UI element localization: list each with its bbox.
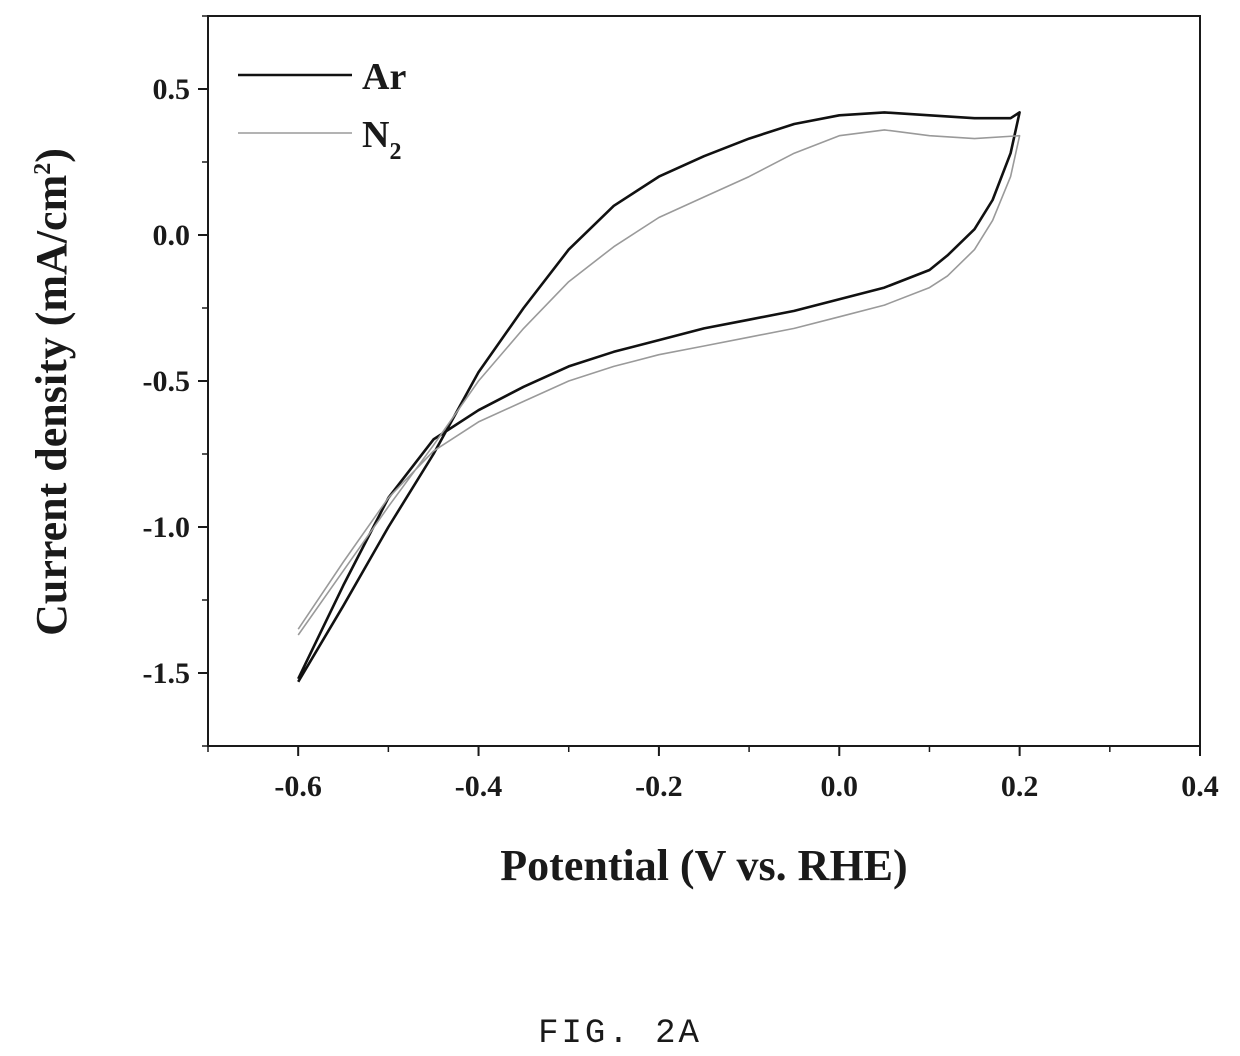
series-layer — [298, 112, 1019, 681]
x-tick-label: -0.4 — [455, 770, 503, 803]
y-axis-title-superscript: 2 — [30, 163, 56, 175]
figure-caption: FIG. 2A — [538, 1015, 702, 1053]
y-tick-label: -0.5 — [143, 365, 191, 398]
x-axis-ticks: -0.6 -0.4 -0.2 0.0 0.2 0.4 — [208, 746, 1219, 803]
y-axis-title-main: Current density (mA/cm — [27, 175, 76, 636]
y-tick-label: -1.5 — [143, 657, 191, 690]
x-tick-label: 0.4 — [1181, 770, 1219, 803]
x-tick-label: -0.6 — [274, 770, 322, 803]
series-line-ar — [298, 112, 1019, 681]
y-tick-label: 0.5 — [153, 73, 191, 106]
y-axis-title-tail: ) — [27, 148, 76, 163]
legend-label: N2 — [362, 114, 401, 165]
x-tick-label: 0.2 — [1001, 770, 1039, 803]
y-tick-label: -1.0 — [143, 511, 191, 544]
x-tick-label: -0.2 — [635, 770, 683, 803]
series-line-n2 — [298, 130, 1019, 635]
legend-label: Ar — [362, 56, 406, 98]
x-tick-label: 0.0 — [821, 770, 859, 803]
legend: Ar N2 — [238, 56, 406, 165]
y-axis-ticks: 0.5 0.0 -0.5 -1.0 -1.5 — [143, 16, 209, 746]
plot-frame — [208, 16, 1200, 746]
x-axis-title: Potential (V vs. RHE) — [500, 841, 907, 890]
y-tick-label: 0.0 — [153, 219, 191, 252]
y-axis-title: Current density (mA/cm2) — [27, 148, 76, 636]
